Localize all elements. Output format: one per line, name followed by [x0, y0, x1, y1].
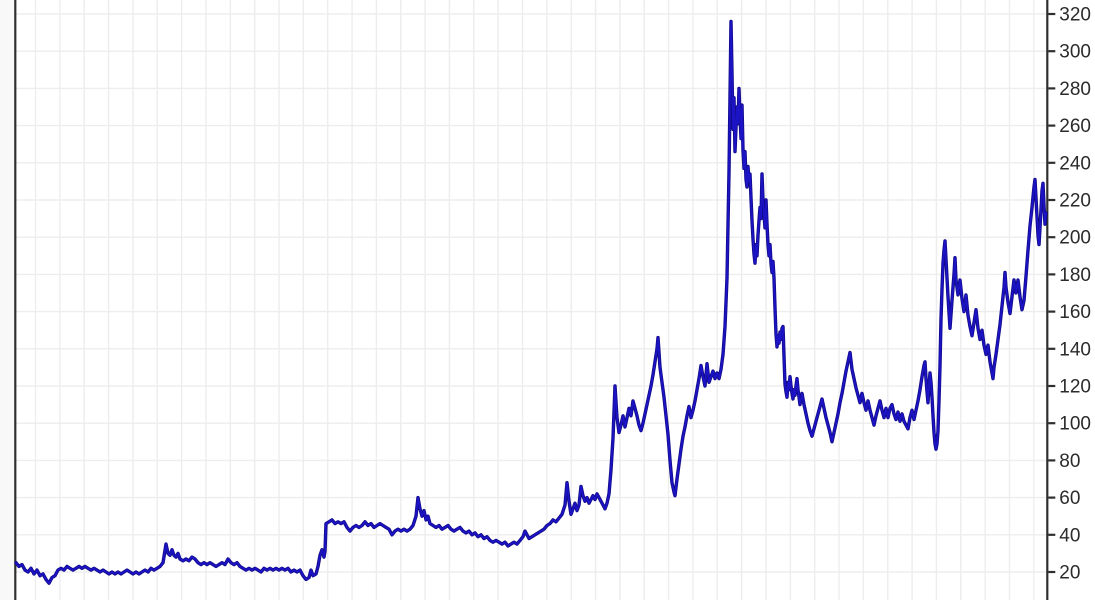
price-line-under	[14, 19, 1048, 585]
y-tick-label: 160	[1059, 302, 1091, 323]
vertical-gridlines	[34, 0, 1035, 600]
y-tick-label: 300	[1059, 42, 1091, 63]
y-tick-label: 100	[1059, 414, 1091, 435]
y-tick-label: 60	[1059, 488, 1080, 509]
price-line-series	[14, 19, 1048, 585]
axis-lines	[14, 0, 1049, 600]
y-tick-label: 140	[1059, 339, 1091, 360]
left-margin-strip	[0, 0, 14, 600]
y-tick-label: 200	[1059, 228, 1091, 249]
y-tick-label: 80	[1059, 451, 1080, 472]
y-tick-label: 40	[1059, 525, 1080, 546]
y-tick-label: 180	[1059, 265, 1091, 286]
y-axis-ticks	[1048, 12, 1056, 574]
y-tick-label: 120	[1059, 377, 1091, 398]
y-axis-labels: 20 40 60 80 100 120 140 160 180 200 220 240 260 280 30…	[1059, 5, 1091, 584]
y-tick-label: 280	[1059, 79, 1091, 100]
horizontal-gridlines	[16, 13, 1046, 573]
y-tick-label: 220	[1059, 191, 1091, 212]
price-line	[15, 20, 1047, 585]
y-tick-label: 260	[1059, 116, 1091, 137]
y-tick-label: 240	[1059, 153, 1091, 174]
y-tick-label: 20	[1059, 563, 1080, 584]
y-tick-label: 320	[1059, 5, 1091, 26]
